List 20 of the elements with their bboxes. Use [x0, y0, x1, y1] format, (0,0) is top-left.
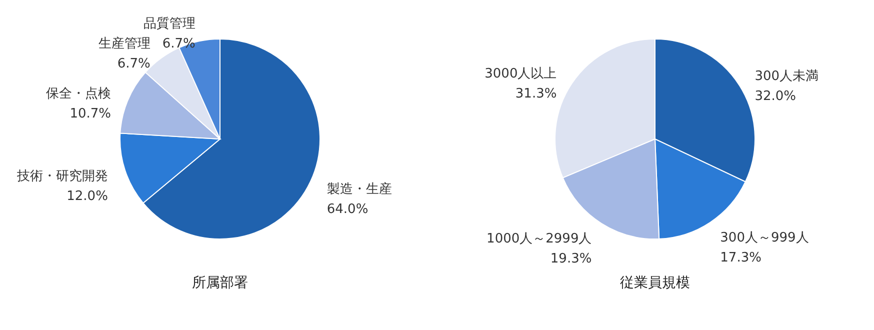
data-label: 12.0%	[66, 188, 108, 204]
slice-label: 技術・研究開発	[16, 168, 108, 184]
slice-label: 3000人以上	[484, 66, 557, 82]
slice-label: 製造・生産	[326, 181, 392, 198]
text: 従業員規模	[620, 275, 690, 291]
data-label: 19.3%	[550, 252, 592, 267]
data-label: 31.3%	[515, 86, 557, 102]
text: 所属部署	[192, 275, 248, 291]
slice-label: 1000人～2999人	[486, 232, 592, 247]
slice-label: 300人未満	[754, 68, 819, 84]
data-label: 10.7%	[70, 106, 112, 122]
data-label: 6.7%	[162, 36, 196, 52]
slice-label: 生産管理	[98, 36, 150, 52]
slice-label: 保全・点検	[46, 86, 112, 102]
slice-label: 300人～999人	[720, 230, 809, 246]
slice-label: 品質管理	[143, 16, 196, 32]
data-label: 64.0%	[326, 202, 368, 218]
data-label: 32.0%	[754, 88, 796, 104]
data-label: 6.7%	[117, 56, 150, 72]
data-label: 17.3%	[720, 250, 762, 266]
